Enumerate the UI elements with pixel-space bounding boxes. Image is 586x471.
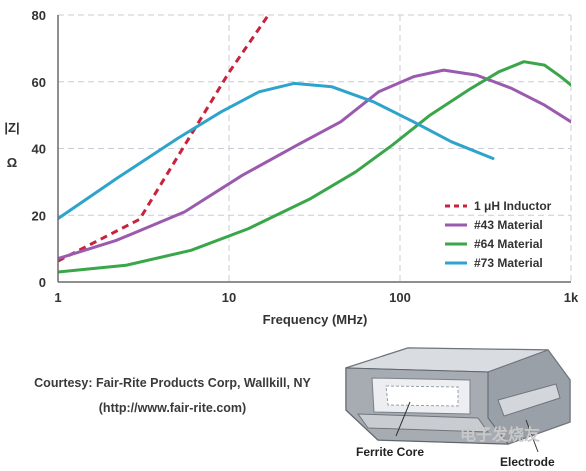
- courtesy-text: Courtesy: Fair-Rite Products Corp, Wallk…: [34, 376, 311, 390]
- y-tick-label: 60: [32, 75, 46, 90]
- y-tick-label: 0: [39, 275, 46, 290]
- series-lines: [58, 15, 571, 274]
- legend-label: 1 μH Inductor: [474, 199, 552, 213]
- legend-label: #64 Material: [474, 237, 543, 251]
- ferrite-core-label: Ferrite Core: [356, 445, 424, 459]
- watermark: 电子发烧友: [460, 425, 541, 444]
- ferrite-bead-illustration: Ferrite Core Electrode 电子发烧友: [345, 347, 571, 469]
- electrode-label: Electrode: [500, 455, 555, 469]
- y-tick-label: 80: [32, 8, 46, 23]
- y-axis-title-bottom: Ω: [7, 155, 17, 170]
- series-line-2: [58, 68, 571, 261]
- tick-labels: 1 10 100 1k 0 20 40 60 80: [32, 8, 579, 305]
- axes: [57, 15, 571, 283]
- y-tick-label: 20: [32, 208, 46, 223]
- legend: 1 μH Inductor #43 Material #64 Material #73…: [445, 199, 552, 270]
- legend-label: #43 Material: [474, 218, 543, 232]
- x-tick-label: 10: [222, 290, 236, 305]
- x-axis-title: Frequency (MHz): [263, 312, 368, 327]
- series-line-1: [58, 15, 270, 263]
- y-tick-label: 40: [32, 142, 46, 157]
- series-line-4: [58, 81, 495, 221]
- courtesy-url: (http://www.fair-rite.com): [98, 401, 247, 415]
- y-axis-title-top: |Z|: [4, 120, 19, 135]
- x-tick-label: 1k: [564, 290, 579, 305]
- x-tick-label: 1: [54, 290, 61, 305]
- ferrite-bead-image: [345, 347, 571, 453]
- legend-label: #73 Material: [474, 256, 543, 270]
- series-line-3: [58, 60, 571, 274]
- x-tick-label: 100: [389, 290, 411, 305]
